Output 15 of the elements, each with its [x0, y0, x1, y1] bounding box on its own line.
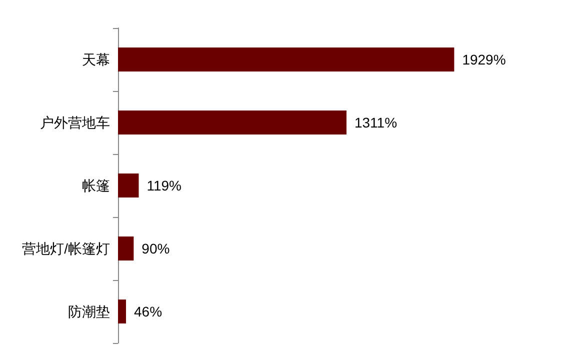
bar [118, 174, 139, 198]
y-tick-label: 防潮垫 [68, 304, 110, 320]
data-label: 119% [146, 178, 182, 194]
bar [118, 236, 134, 260]
y-tick-label: 户外营地车 [40, 114, 110, 130]
data-label: 46% [134, 304, 162, 320]
bar [118, 110, 346, 134]
data-label: 1311% [354, 114, 398, 130]
y-tick-label: 天幕 [82, 52, 110, 68]
y-tick-label: 帐篷 [82, 178, 110, 194]
bar [118, 300, 126, 324]
data-label: 90% [142, 240, 170, 256]
y-tick-label: 营地灯/帐篷灯 [22, 240, 110, 256]
data-label: 1929% [462, 52, 506, 68]
bar [118, 48, 454, 72]
